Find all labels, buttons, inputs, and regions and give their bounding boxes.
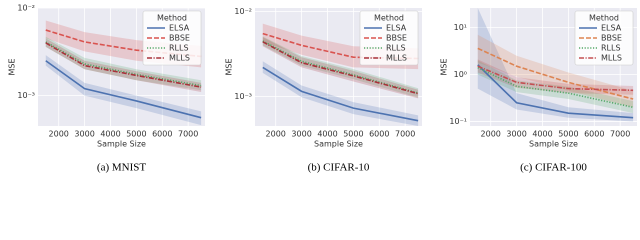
series-line (45, 60, 202, 119)
x-tick-label: 2000 (49, 130, 69, 139)
series-line (262, 41, 419, 95)
y-tick-label: 10⁻² (17, 4, 35, 13)
series-line (262, 40, 419, 94)
x-tick-label: 3000 (506, 130, 526, 139)
plot-area (477, 8, 634, 122)
x-tick-label: 6000 (369, 130, 389, 139)
legend-label: RLLS (169, 44, 189, 53)
series-line (477, 64, 634, 119)
y-axis-label: MSE (8, 58, 17, 75)
x-tick-label: 2000 (481, 130, 501, 139)
figure: 2000 3000 4000 5000 6000 7000 10⁻³ 10⁻² Sample S… (8, 4, 637, 174)
legend-label: ELSA (169, 24, 190, 33)
x-tick-label: 4000 (317, 130, 337, 139)
y-tick-label: 10¹ (454, 23, 467, 32)
legend-label: MLLS (169, 54, 190, 63)
legend-box (142, 10, 202, 66)
x-tick-label: 4000 (532, 130, 552, 139)
y-axis-label: MSE (225, 58, 234, 75)
x-tick-label: 7000 (610, 130, 630, 139)
y-tick-label: 10⁻² (234, 7, 252, 16)
x-tick-label: 5000 (343, 130, 363, 139)
x-axis-label: Sample Size (314, 140, 363, 149)
legend-title: Method (374, 14, 404, 23)
series-line (262, 66, 419, 122)
x-tick-label: 6000 (152, 130, 172, 139)
legend-label: RLLS (386, 44, 406, 53)
series-line (477, 47, 634, 100)
series-line (45, 42, 202, 88)
legend-label: RLLS (601, 44, 621, 53)
x-tick-label: 5000 (126, 130, 146, 139)
legend-label: ELSA (386, 24, 407, 33)
series-line (45, 41, 202, 87)
x-tick-label: 5000 (558, 130, 578, 139)
legend-label: BBSE (169, 34, 190, 43)
x-tick-label: 2000 (266, 130, 286, 139)
y-tick-label: 10⁻³ (17, 91, 35, 100)
error-band (262, 61, 419, 126)
legend-label: BBSE (601, 34, 622, 43)
series-line (45, 29, 202, 58)
x-tick-label: 4000 (100, 130, 120, 139)
legend-label: MLLS (386, 54, 407, 63)
x-tick-label: 3000 (291, 130, 311, 139)
x-axis-label: Sample Size (97, 140, 146, 149)
x-tick-label: 3000 (74, 130, 94, 139)
y-tick-label: 10⁰ (454, 70, 467, 79)
caption: (a) MNIST (97, 162, 146, 174)
legend-title: Method (589, 14, 619, 23)
legend-box (359, 10, 419, 66)
legend-box (574, 10, 634, 66)
x-axis-label: Sample Size (529, 140, 578, 149)
x-tick-label: 6000 (584, 130, 604, 139)
error-band (45, 36, 202, 91)
legend-label: MLLS (601, 54, 622, 63)
legend-label: BBSE (386, 34, 407, 43)
y-axis-label: MSE (440, 58, 449, 75)
series-line (477, 65, 634, 92)
legend-title: Method (157, 14, 187, 23)
x-tick-label: 7000 (178, 130, 198, 139)
caption: (c) CIFAR-100 (520, 162, 587, 174)
y-tick-label: 10⁻¹ (449, 117, 467, 126)
x-tick-label: 7000 (395, 130, 415, 139)
y-tick-label: 10⁻³ (234, 92, 252, 101)
caption: (b) CIFAR-10 (308, 162, 370, 174)
legend-label: ELSA (601, 24, 622, 33)
